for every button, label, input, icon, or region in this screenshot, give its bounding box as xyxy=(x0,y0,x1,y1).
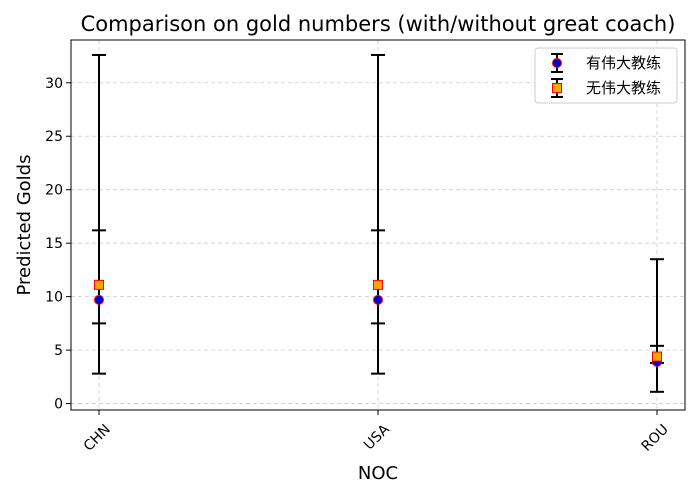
point-with-coach xyxy=(373,294,383,305)
legend-marker xyxy=(552,58,562,68)
y-tick-label: 30 xyxy=(45,76,63,92)
x-tick-label: ROU xyxy=(639,422,672,455)
chart-title: Comparison on gold numbers (with/without… xyxy=(81,12,676,36)
point-without-coach xyxy=(94,279,104,290)
y-axis-ticks: 0 5 10 15 20 25 30 xyxy=(45,76,71,413)
y-tick-label: 20 xyxy=(45,183,63,199)
y-tick-label: 25 xyxy=(45,129,63,145)
x-axis-label: NOC xyxy=(358,463,398,484)
x-tick-label: CHN xyxy=(81,422,114,455)
y-tick-label: 10 xyxy=(45,290,63,306)
legend-label: 有伟大教练 xyxy=(586,54,661,72)
x-tick-label: USA xyxy=(361,421,393,453)
legend-label: 无伟大教练 xyxy=(586,79,661,97)
point-without-coach xyxy=(652,351,662,362)
y-tick-label: 15 xyxy=(45,236,63,252)
y-tick-label: 5 xyxy=(54,343,63,359)
legend-marker xyxy=(552,83,562,93)
point-without-coach xyxy=(373,279,383,290)
y-tick-label: 0 xyxy=(54,397,63,413)
data-markers xyxy=(94,279,662,367)
y-axis-label: Predicted Golds xyxy=(14,155,35,296)
point-with-coach xyxy=(94,294,104,305)
x-axis-ticks: CHN USA ROU xyxy=(81,410,672,455)
legend-box xyxy=(534,47,678,104)
